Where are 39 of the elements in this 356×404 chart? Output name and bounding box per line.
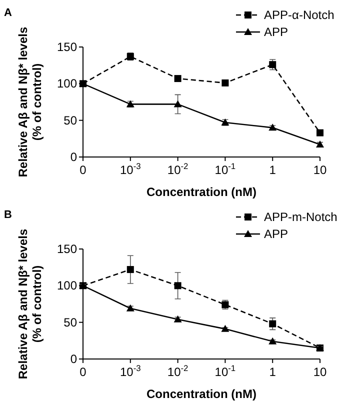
legend-label: APP-m-Notch — [264, 210, 338, 224]
legend-label: APP-α-Notch — [264, 8, 334, 22]
x-tick-label: 0 — [80, 163, 87, 177]
y-tick-label: 50 — [64, 315, 78, 330]
point — [174, 75, 182, 82]
y-tick-label: 100 — [56, 76, 78, 91]
y-axis-title: Relative Aβ and Nβ* levels (% of control) — [16, 228, 44, 380]
x-tick-label: 10 — [313, 365, 327, 379]
y-tick-label: 0 — [70, 150, 78, 164]
legend-label: APP — [264, 227, 288, 241]
y-tick-label: 150 — [56, 242, 78, 256]
chart-title: B — [4, 209, 12, 221]
x-tick-label: 10$^{-2}$ — [167, 363, 189, 379]
point — [316, 129, 324, 136]
x-tick-label: 0 — [80, 365, 87, 379]
y-tick-label: 100 — [56, 278, 78, 293]
y-tick-label: 150 — [56, 40, 78, 54]
y-tick-label: 50 — [64, 113, 78, 128]
y-tick-label: 0 — [70, 352, 78, 366]
x-tick-label: 10$^{-2}$ — [167, 161, 189, 177]
chart-title: A — [4, 7, 12, 19]
y-axis-title: Relative Aβ and Nβ* levels (% of control) — [16, 26, 44, 178]
x-tick-label: 1 — [269, 163, 276, 177]
x-axis-title: Concentration (nM) — [146, 387, 256, 401]
x-tick-label: 1 — [269, 365, 276, 379]
point — [174, 100, 182, 108]
x-tick-label: 10$^{-1}$ — [214, 363, 236, 379]
point — [174, 282, 182, 290]
x-tick-label: 10 — [313, 163, 327, 177]
x-axis-title: Concentration (nM) — [146, 185, 256, 199]
legend-label: APP — [264, 25, 288, 39]
point — [268, 337, 277, 344]
x-tick-label: 10$^{-1}$ — [214, 161, 236, 177]
point — [221, 324, 230, 332]
x-tick-label: 10$^{-3}$ — [120, 161, 142, 177]
point — [222, 79, 229, 86]
point — [126, 266, 134, 274]
point — [269, 320, 276, 328]
x-tick-label: 10$^{-3}$ — [120, 363, 142, 379]
